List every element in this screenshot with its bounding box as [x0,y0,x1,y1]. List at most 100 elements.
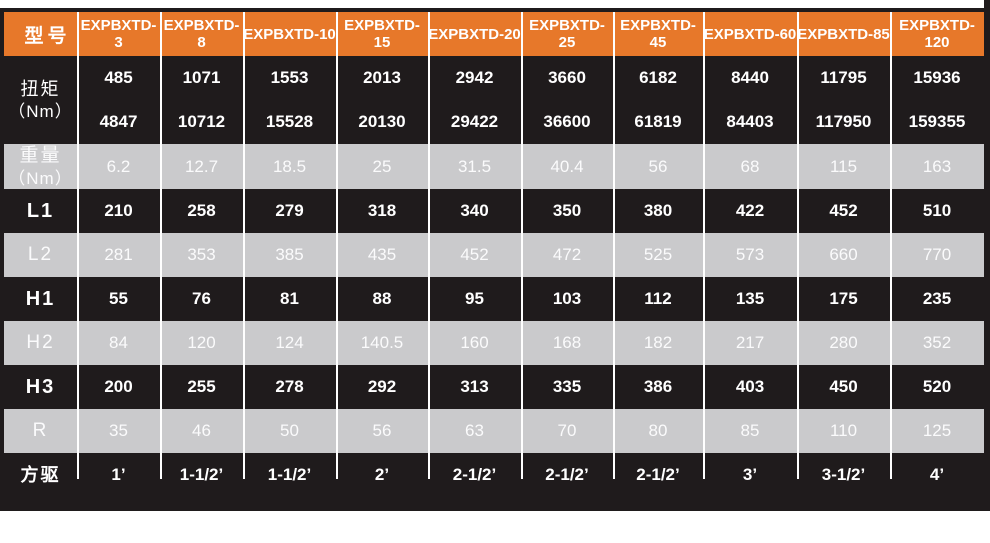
row-label-line: H2 [26,332,55,354]
spec-cell-l2: 525 [613,233,703,277]
spec-cell-drive: 1’ [77,453,160,497]
table-row-h3: H3 200 255 278 292 313 335 386 403 450 520 [4,365,984,409]
spec-value-top: 15936 [913,68,961,87]
spec-cell-drive: 1-1/2’ [160,453,243,497]
spec-cell-l1: 279 [243,189,336,233]
model-header: EXPBXTD-45 [613,12,703,56]
spec-value-top: 8440 [731,68,769,87]
spec-cell-drive: 2-1/2’ [428,453,521,497]
spec-value-top: 2942 [455,68,494,87]
row-label-line: H3 [25,375,56,398]
spec-cell-value-pair: 1071 10712 [160,56,243,144]
row-label-line: H1 [25,287,56,310]
model-header: EXPBXTD-10 [243,12,336,56]
spec-cell-torque: 2942 29422 [428,56,521,144]
table-row-r: R 35 46 50 56 63 70 80 85 110 125 [4,409,984,453]
spec-value-top: 11795 [820,68,867,87]
row-label-l2: L2 [4,233,77,277]
spec-cell-torque: 485 4847 [77,56,160,144]
model-column-title: 型号 [4,12,77,56]
spec-cell-l2: 435 [336,233,428,277]
spec-cell-h2: 160 [428,321,521,365]
spec-cell-weight: 115 [797,144,890,189]
spec-cell-h3: 255 [160,365,243,409]
spec-cell-l2: 573 [703,233,797,277]
spec-cell-h1: 175 [797,277,890,321]
spec-cell-l2: 770 [890,233,984,277]
spec-value-bottom: 10712 [177,112,226,131]
spec-cell-drive: 1-1/2’ [243,453,336,497]
spec-cell-l1: 422 [703,189,797,233]
row-label-line: 重量 [19,145,62,166]
spec-cell-h3: 200 [77,365,160,409]
spec-value-top: 1071 [182,68,221,87]
row-label-line: 方驱 [20,464,61,485]
spec-cell-weight: 68 [703,144,797,189]
spec-cell-r: 46 [160,409,243,453]
model-header: EXPBXTD-60 [703,12,797,56]
spec-cell-h3: 292 [336,365,428,409]
model-header: EXPBXTD-85 [797,12,890,56]
spec-cell-value-pair: 15936 159355 [890,56,984,144]
spec-value-top: 2013 [363,68,401,87]
spec-cell-r: 63 [428,409,521,453]
spec-cell-drive: 2’ [336,453,428,497]
spec-cell-weight: 40.4 [521,144,613,189]
spec-cell-weight: 12.7 [160,144,243,189]
spec-cell-l1: 380 [613,189,703,233]
spec-value-bottom: 117950 [815,112,872,131]
spec-cell-r: 56 [336,409,428,453]
spec-cell-drive: 4’ [890,453,984,497]
spec-cell-l2: 353 [160,233,243,277]
spec-cell-h2: 120 [160,321,243,365]
spec-cell-value-pair: 8440 84403 [703,56,797,144]
spec-cell-value-pair: 1553 15528 [243,56,336,144]
model-header: EXPBXTD-25 [521,12,613,56]
spec-cell-h2: 168 [521,321,613,365]
spec-cell-r: 110 [797,409,890,453]
spec-cell-torque: 6182 61819 [613,56,703,144]
table-row-l1: L1 210 258 279 318 340 350 380 422 452 510 [4,189,984,233]
spec-cell-l1: 452 [797,189,890,233]
spec-cell-h1: 55 [77,277,160,321]
spec-table-body: 扭矩 （Nm） 485 4847 1071 10712 1553 15528 2013 20130… [4,56,984,497]
spec-value-bottom: 84403 [726,112,774,131]
spec-value-bottom: 4847 [99,112,138,131]
row-label-l1: L1 [4,189,77,233]
spec-cell-h3: 386 [613,365,703,409]
spec-value-bottom: 15528 [265,112,314,131]
row-label-torque: 扭矩 （Nm） [4,56,77,144]
table-row-h2: H2 84 120 124 140.5 160 168 182 217 280 352 [4,321,984,365]
spec-cell-torque: 11795 117950 [797,56,890,144]
spec-cell-l2: 385 [243,233,336,277]
row-label-line: （Nm） [8,168,73,188]
spec-cell-drive: 3’ [703,453,797,497]
row-label-line: （Nm） [8,101,73,121]
spec-value-top: 485 [104,68,133,87]
table-row-h1: H1 55 76 81 88 95 103 112 135 175 235 [4,277,984,321]
spec-cell-h2: 124 [243,321,336,365]
spec-cell-l1: 510 [890,189,984,233]
spec-cell-h1: 103 [521,277,613,321]
spec-cell-weight: 18.5 [243,144,336,189]
spec-cell-h3: 450 [797,365,890,409]
spec-cell-value-pair: 2013 20130 [336,56,428,144]
spec-cell-r: 70 [521,409,613,453]
spec-cell-h2: 84 [77,321,160,365]
model-header: EXPBXTD-3 [77,12,160,56]
spec-cell-torque: 1071 10712 [160,56,243,144]
spec-value-bottom: 36600 [543,112,591,131]
spec-cell-h1: 81 [243,277,336,321]
spec-cell-h2: 140.5 [336,321,428,365]
spec-cell-h1: 88 [336,277,428,321]
top-white-strip [0,0,984,8]
row-label-line: L2 [27,244,54,266]
spec-cell-l1: 210 [77,189,160,233]
spec-cell-weight: 56 [613,144,703,189]
spec-value-bottom: 159355 [908,112,966,131]
spec-cell-drive: 2-1/2’ [521,453,613,497]
row-label-h1: H1 [4,277,77,321]
spec-cell-h3: 313 [428,365,521,409]
spec-cell-h2: 217 [703,321,797,365]
spec-cell-value-pair: 2942 29422 [428,56,521,144]
